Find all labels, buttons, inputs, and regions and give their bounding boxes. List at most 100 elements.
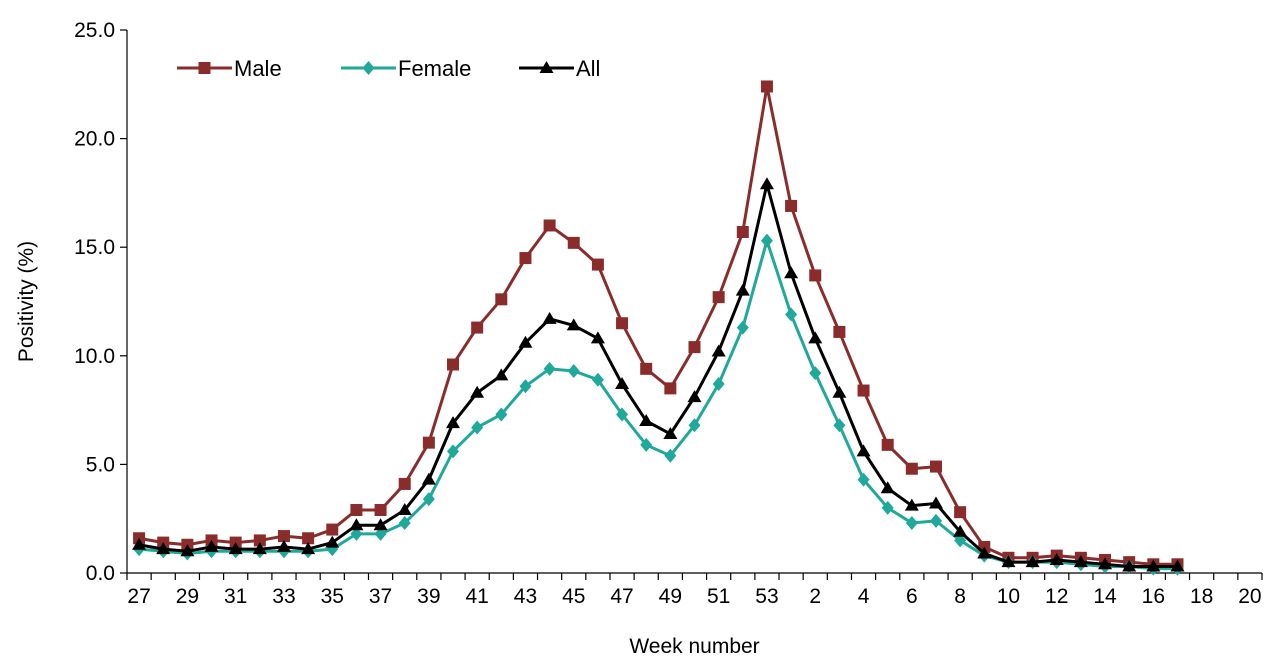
data-point-female	[422, 492, 435, 507]
series-line-all	[138, 182, 1178, 568]
x-tick-label: 53	[755, 585, 778, 608]
data-point-female	[881, 500, 894, 515]
data-point-male	[591, 258, 604, 271]
data-point-all	[349, 518, 364, 531]
data-point-female	[664, 448, 677, 463]
data-point-female	[954, 533, 967, 548]
data-point-male	[471, 321, 484, 334]
data-point-all	[663, 426, 678, 439]
data-point-all	[832, 385, 847, 398]
data-point-all	[1146, 559, 1161, 572]
data-point-all	[735, 283, 750, 296]
data-point-female	[640, 437, 653, 452]
legend-label-male: Male	[234, 56, 282, 81]
data-point-female	[519, 379, 532, 394]
data-point-male	[881, 438, 894, 451]
data-point-all	[276, 539, 291, 552]
data-point-male	[422, 436, 435, 449]
axes: 0.05.010.015.020.025.0 27 29 31 33 35 37 39 41 4…	[74, 19, 1263, 608]
y-axis-title: Positivity (%)	[15, 241, 38, 362]
data-point-all	[446, 416, 461, 429]
y-tick-label: 15.0	[74, 236, 115, 259]
data-point-all	[639, 413, 654, 426]
data-point-male	[736, 225, 749, 238]
data-point-female	[447, 444, 460, 459]
data-point-all	[180, 544, 195, 557]
data-point-all	[397, 503, 412, 516]
data-point-all	[494, 368, 509, 381]
legend-marker-all	[539, 61, 554, 73]
y-tick-label: 0.0	[86, 562, 115, 585]
legend-item-all: All	[519, 56, 600, 81]
series-male	[133, 80, 1184, 571]
data-point-all	[204, 539, 219, 552]
data-point-all	[711, 344, 726, 357]
data-point-male	[664, 382, 677, 395]
data-point-all	[373, 518, 388, 531]
data-point-all	[470, 385, 485, 398]
data-point-female	[857, 472, 870, 487]
data-point-female	[905, 516, 918, 531]
data-point-male	[543, 219, 556, 232]
data-point-male	[833, 325, 846, 338]
x-tick-label: 39	[417, 585, 440, 608]
data-point-all	[808, 331, 823, 344]
data-point-all	[1073, 555, 1088, 568]
x-tick-label: 51	[707, 585, 730, 608]
data-point-male	[374, 504, 387, 517]
x-tick-label: 37	[369, 585, 392, 608]
legend-item-female: Female	[341, 56, 471, 81]
data-point-female	[736, 320, 749, 335]
data-point-all	[301, 542, 316, 555]
data-point-female	[785, 307, 798, 322]
x-tick-label: 2	[809, 585, 821, 608]
series-layer	[132, 80, 1185, 576]
y-tick-label: 5.0	[86, 453, 115, 476]
data-point-all	[687, 390, 702, 403]
data-point-all	[759, 177, 774, 190]
x-tick-label: 16	[1142, 585, 1165, 608]
x-tick-label: 4	[858, 585, 870, 608]
x-tick-label: 47	[610, 585, 633, 608]
data-point-all	[421, 472, 436, 485]
data-point-male	[519, 252, 532, 265]
data-point-all	[1025, 555, 1040, 568]
data-point-all	[856, 444, 871, 457]
data-point-female	[712, 377, 725, 392]
data-point-all	[928, 496, 943, 509]
data-point-male	[760, 80, 773, 93]
data-point-all	[1170, 559, 1185, 572]
data-point-female	[471, 420, 484, 435]
x-tick-label: 6	[906, 585, 918, 608]
data-point-all	[1122, 559, 1137, 572]
data-point-female	[543, 361, 556, 376]
x-tick-label: 49	[659, 585, 682, 608]
x-tick-label: 27	[127, 585, 150, 608]
x-axis-title: Week number	[629, 635, 759, 656]
data-point-all	[566, 318, 581, 331]
data-point-female	[350, 526, 363, 541]
legend-marker-male	[198, 62, 211, 74]
x-tick-label: 35	[321, 585, 344, 608]
data-point-male	[495, 293, 508, 306]
x-tick-label: 10	[997, 585, 1020, 608]
data-point-male	[302, 532, 315, 545]
data-point-male	[616, 317, 629, 330]
data-point-male	[954, 506, 967, 519]
series-line-male	[138, 84, 1178, 566]
data-point-all	[615, 377, 630, 390]
data-point-female	[833, 418, 846, 433]
data-point-female	[398, 516, 411, 531]
data-point-all	[953, 524, 968, 537]
x-tick-label: 31	[224, 585, 247, 608]
x-tick-label: 12	[1045, 585, 1068, 608]
x-tick-label: 43	[514, 585, 537, 608]
data-point-all	[325, 535, 340, 548]
x-tick-label: 29	[176, 585, 199, 608]
y-tick-label: 25.0	[74, 19, 115, 42]
data-point-female	[809, 366, 822, 381]
legend-marker-female	[362, 61, 375, 75]
data-point-female	[616, 407, 629, 422]
data-point-all	[904, 498, 919, 511]
data-point-all	[1049, 552, 1064, 565]
